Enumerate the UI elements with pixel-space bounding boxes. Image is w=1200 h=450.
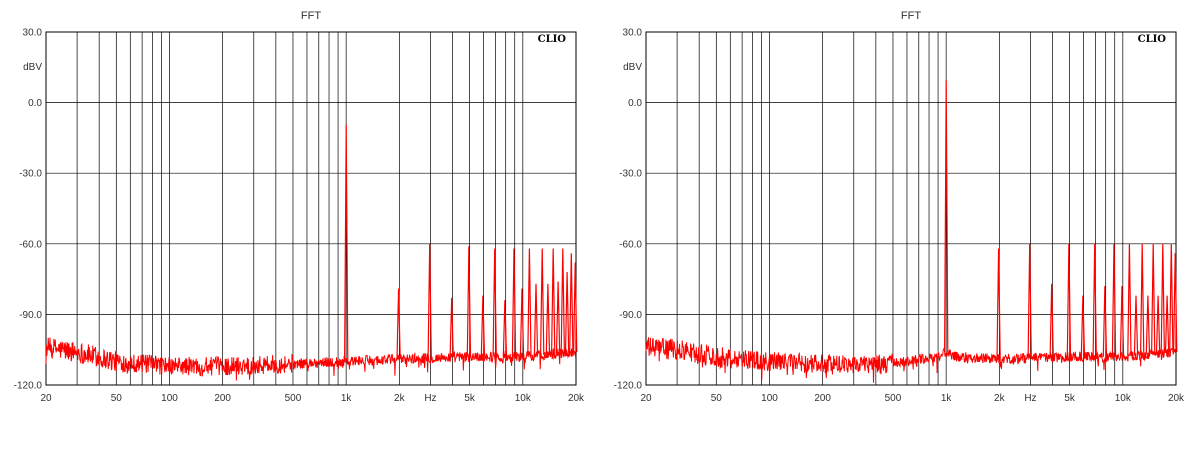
chart-title: FFT xyxy=(901,10,921,22)
x-tick-label: 50 xyxy=(111,393,123,404)
harmonic-peak xyxy=(1092,243,1097,357)
x-tick-label: 5k xyxy=(464,393,476,404)
noise-floor-trace xyxy=(645,337,1177,383)
harmonic-peak xyxy=(1169,243,1174,353)
plot-frame xyxy=(645,31,1177,386)
harmonic-peak xyxy=(1127,243,1132,357)
x-tick-label: 100 xyxy=(761,393,778,404)
harmonic-peak xyxy=(551,248,556,355)
harmonic-peak xyxy=(1140,243,1145,356)
harmonic-peak xyxy=(511,248,517,357)
harmonic-peak xyxy=(1173,253,1178,353)
harmonic-peak xyxy=(573,262,578,353)
harmonic-peak xyxy=(1080,295,1086,357)
y-axis-unit: dBV xyxy=(23,62,42,73)
harmonic-peak xyxy=(480,295,486,357)
harmonic-peak xyxy=(396,288,401,360)
harmonic-peak xyxy=(1102,286,1108,357)
harmonic-peak xyxy=(427,243,432,359)
y-tick-label: 30.0 xyxy=(23,28,43,39)
harmonic-peak xyxy=(540,248,545,356)
harmonic-peaks xyxy=(344,124,578,362)
harmonic-peak xyxy=(1111,243,1117,357)
harmonic-peak xyxy=(555,281,561,354)
fft-chart-svg-right: FFT 30.0 0.0 -30.0 -60.0 -90.0 -120.0 dBV 20 50 10… xyxy=(614,10,1185,404)
x-tick-label: 200 xyxy=(814,393,831,404)
harmonic-peak xyxy=(527,248,532,357)
harmonic-peak xyxy=(560,248,565,354)
harmonic-peak xyxy=(533,283,539,356)
y-tick-label: 0.0 xyxy=(628,98,642,109)
harmonic-peak xyxy=(1049,283,1054,358)
plot-frame xyxy=(45,31,577,386)
fft-chart-svg-left: FFT 30.0 0.0 -30.0 -60.0 -90.0 -120.0 dBV 20 50 10… xyxy=(14,10,585,404)
x-tick-label: 10k xyxy=(515,393,532,404)
x-axis-unit: Hz xyxy=(424,393,436,404)
harmonic-peak xyxy=(1151,243,1156,355)
y-axis-unit: dBV xyxy=(623,62,642,73)
y-tick-label: 30.0 xyxy=(623,28,643,39)
x-tick-label: 200 xyxy=(214,393,231,404)
harmonic-peak xyxy=(1066,243,1072,357)
y-tick-label: -60.0 xyxy=(619,239,642,250)
harmonic-peak xyxy=(1133,295,1139,356)
x-tick-label: 20 xyxy=(640,393,652,404)
y-tick-label: 0.0 xyxy=(28,98,42,109)
harmonic-peak xyxy=(492,248,497,357)
x-tick-label: 20 xyxy=(40,393,52,404)
harmonic-peak xyxy=(1155,295,1161,354)
harmonic-peak xyxy=(545,283,551,355)
harmonic-peak xyxy=(344,124,349,362)
x-tick-label: 100 xyxy=(161,393,178,404)
x-tick-label: 500 xyxy=(885,393,902,404)
fft-chart-left: FFT 30.0 0.0 -30.0 -60.0 -90.0 -120.0 dBV 20 50 10… xyxy=(14,10,585,404)
harmonic-peak xyxy=(466,246,472,357)
y-tick-label: -90.0 xyxy=(619,310,642,321)
x-tick-label: 50 xyxy=(711,393,723,404)
fft-chart-right: FFT 30.0 0.0 -30.0 -60.0 -90.0 -120.0 dBV 20 50 10… xyxy=(600,0,1200,450)
harmonic-peak xyxy=(1119,286,1125,357)
x-tick-label: 1k xyxy=(941,393,953,404)
y-tick-label: -90.0 xyxy=(19,310,42,321)
harmonic-peak xyxy=(1164,295,1170,353)
y-tick-label: -30.0 xyxy=(19,169,42,180)
x-tick-label: 20k xyxy=(1168,393,1185,404)
y-tick-label: -60.0 xyxy=(19,239,42,250)
harmonic-peak xyxy=(1027,243,1032,359)
x-tick-label: 10k xyxy=(1115,393,1132,404)
harmonic-peak xyxy=(502,300,508,357)
harmonic-peak xyxy=(564,271,570,353)
x-tick-label: 500 xyxy=(285,393,302,404)
brand-mark: CLIO xyxy=(538,34,567,45)
harmonic-peak xyxy=(1145,295,1151,355)
harmonic-peak xyxy=(944,80,949,353)
harmonic-peaks xyxy=(944,80,1178,360)
brand-mark: CLIO xyxy=(1138,34,1167,45)
x-tick-label: 2k xyxy=(394,393,406,404)
harmonic-peak xyxy=(996,248,1001,360)
harmonic-peak xyxy=(1160,243,1165,354)
harmonic-peak xyxy=(569,253,574,353)
x-tick-label: 1k xyxy=(341,393,353,404)
harmonic-peak xyxy=(449,297,454,358)
y-tick-label: -30.0 xyxy=(619,169,642,180)
y-tick-label: -120.0 xyxy=(14,381,43,392)
x-tick-label: 20k xyxy=(568,393,585,404)
chart-title: FFT xyxy=(301,10,321,22)
x-tick-label: 5k xyxy=(1064,393,1076,404)
x-tick-label: 2k xyxy=(994,393,1006,404)
noise-floor-trace xyxy=(45,337,577,381)
harmonic-peak xyxy=(519,288,525,357)
y-tick-label: -120.0 xyxy=(614,381,643,392)
x-axis-unit: Hz xyxy=(1024,393,1036,404)
